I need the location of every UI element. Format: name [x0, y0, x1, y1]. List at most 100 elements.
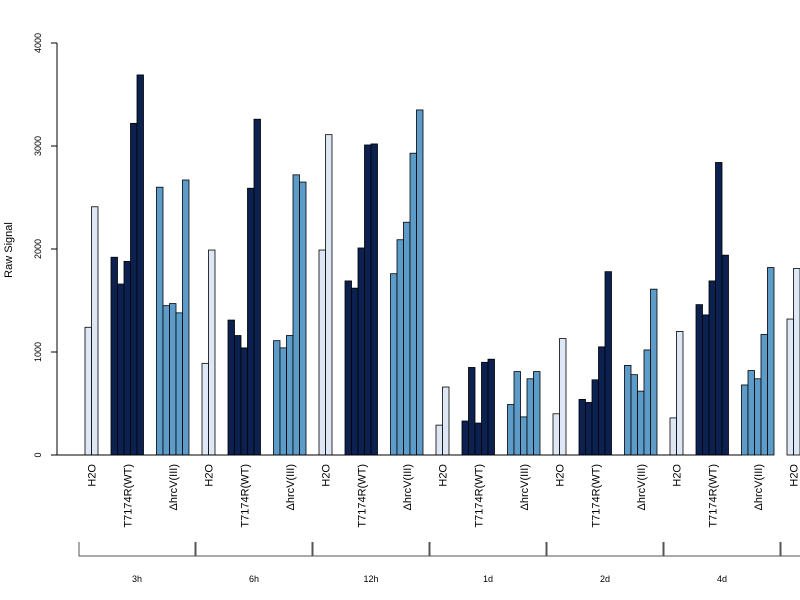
bar: [760, 334, 768, 456]
group-label: H2O: [204, 464, 216, 487]
bar: [507, 404, 515, 456]
timepoint-label: 3h: [132, 574, 142, 584]
bar: [416, 109, 424, 456]
bar: [695, 304, 703, 456]
bar: [247, 187, 255, 456]
bar: [123, 260, 131, 456]
x-group-labels: H2O T7174R(WT) ΔhrcV(III) H2O T7174R(WT) Δhrc…: [87, 464, 800, 528]
bar: [552, 413, 560, 456]
bar: [286, 335, 294, 456]
bar: [591, 379, 599, 456]
bar: [669, 417, 677, 456]
bar: [299, 181, 307, 456]
bar: [442, 386, 450, 456]
bar: [227, 319, 235, 456]
timepoint-label: 2d: [600, 574, 610, 584]
group-label: H2O: [321, 464, 333, 487]
timepoint-bracket: [663, 542, 781, 557]
group-label: T7174R(WT): [707, 464, 719, 528]
bar: [624, 364, 632, 456]
group-label: T7174R(WT): [356, 464, 368, 528]
bar: [156, 186, 164, 456]
group-label: ΔhrcV(III): [285, 464, 297, 510]
bar: [240, 347, 248, 456]
bar: [130, 122, 138, 456]
bars-layer: [84, 74, 800, 456]
bar: [650, 288, 658, 456]
bar: [721, 254, 729, 456]
bar: [364, 144, 372, 456]
bar: [637, 390, 645, 456]
bar: [793, 268, 800, 456]
bar: [292, 174, 300, 456]
y-axis: 0 1000 2000 3000 4000: [33, 33, 58, 458]
y-axis-title: Raw Signal: [3, 222, 15, 278]
group-label: ΔhrcV(III): [519, 464, 531, 510]
timepoint-bracket: [78, 542, 196, 557]
bar: [754, 378, 762, 456]
group-label: T7174R(WT): [473, 464, 485, 528]
bar: [435, 424, 443, 456]
bar: [520, 416, 528, 456]
bar: [357, 247, 365, 456]
timepoint-label: 6h: [249, 574, 259, 584]
group-label: ΔhrcV(III): [753, 464, 765, 510]
bar: [253, 118, 261, 456]
bar: [526, 378, 534, 456]
timepoint-bracket: [195, 542, 313, 557]
timepoint-brackets: 3h6h12h1d2d4d6d: [78, 542, 800, 584]
bar: [630, 374, 638, 456]
bar: [117, 283, 125, 456]
bar: [110, 256, 118, 456]
bar: [676, 330, 684, 456]
bar: [344, 280, 352, 456]
bar: [643, 349, 651, 456]
bar: [786, 318, 794, 456]
bar: [585, 402, 593, 456]
bar: [390, 273, 398, 456]
group-label: ΔhrcV(III): [402, 464, 414, 510]
y-tick-label: 3000: [33, 136, 43, 156]
bar: [741, 384, 749, 456]
bar: [396, 239, 404, 456]
group-label: H2O: [555, 464, 567, 487]
bar: [461, 420, 469, 456]
y-tick-label: 4000: [33, 33, 43, 53]
bar: [318, 249, 326, 456]
bar: [747, 370, 755, 456]
bar: [208, 249, 216, 456]
bar: [162, 305, 170, 456]
group-label: H2O: [672, 464, 684, 487]
group-label: H2O: [789, 464, 800, 487]
bar: [370, 143, 378, 456]
group-label: ΔhrcV(III): [636, 464, 648, 510]
bar: [325, 134, 333, 456]
bar: [351, 287, 359, 456]
bar: [715, 162, 723, 456]
bar: [169, 303, 177, 456]
bar: [136, 74, 144, 456]
timepoint-bracket: [546, 542, 664, 557]
y-tick-label: 1000: [33, 342, 43, 362]
bar: [578, 398, 586, 456]
bar: [474, 422, 482, 456]
bar: [91, 206, 99, 456]
bar: [767, 267, 775, 456]
bar: [487, 358, 495, 456]
bar: [559, 338, 567, 456]
bar: [273, 340, 281, 456]
bar: [708, 280, 716, 456]
bar: [279, 347, 287, 456]
bar: [533, 371, 541, 456]
bar: [468, 367, 476, 456]
bar: [84, 326, 92, 456]
y-tick-label: 0: [33, 452, 43, 457]
group-label: T7174R(WT): [239, 464, 251, 528]
bar: [481, 361, 489, 456]
bar: [182, 179, 190, 456]
timepoint-label: 12h: [363, 574, 378, 584]
group-label: T7174R(WT): [122, 464, 134, 528]
group-label: H2O: [438, 464, 450, 487]
bar: [403, 221, 411, 456]
